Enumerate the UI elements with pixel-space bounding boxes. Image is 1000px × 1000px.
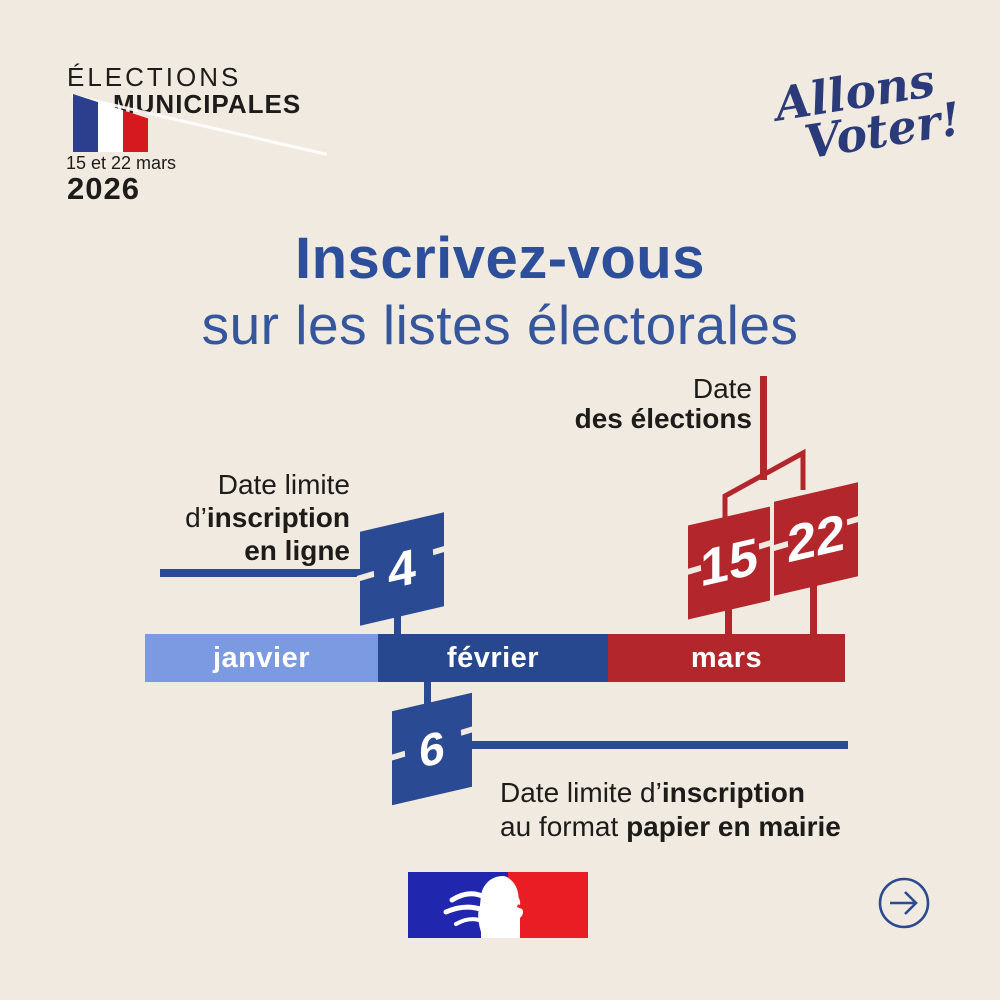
online-deadline-label: Date limite d’inscription en ligne <box>60 468 350 567</box>
month-segment-fevrier: février <box>378 634 608 682</box>
election-dates-label: Date des élections <box>460 374 752 434</box>
month-label-janvier: janvier <box>213 641 310 674</box>
header-election-dates: 15 et 22 mars <box>66 153 177 173</box>
month-segment-janvier: janvier <box>145 634 378 682</box>
month-label-mars: mars <box>690 641 763 674</box>
election-day1-stem <box>725 604 732 638</box>
election-dates-line1: Date <box>692 373 752 404</box>
paper-deadline-label: Date limite d’inscription au format papi… <box>500 776 920 844</box>
election-day1-badge: 15 <box>688 506 770 620</box>
online-deadline-line2-prefix: d’ <box>185 502 207 533</box>
flag-blue-stripe <box>73 94 98 152</box>
paper-deadline-line2-bold: papier en mairie <box>626 811 841 842</box>
online-deadline-stem <box>394 608 401 640</box>
arrow-right-icon <box>878 877 930 929</box>
paper-deadline-connector-line <box>462 741 848 749</box>
election-day2-stem <box>810 578 817 638</box>
allons-voter-logo: Allons Voter! <box>769 53 964 170</box>
online-deadline-connector-line <box>160 569 368 577</box>
paper-deadline-line1-prefix: Date limite d’ <box>500 777 662 808</box>
election-dates-pointer-line <box>760 376 767 480</box>
paper-deadline-day-badge: 6 <box>392 692 472 806</box>
election-dates-line2: des élections <box>574 403 752 434</box>
timeline-month-bar: janvier février mars <box>145 634 845 682</box>
page-subtitle: sur les listes électorales <box>201 294 799 356</box>
online-deadline-line3: en ligne <box>244 535 350 566</box>
header-elections-label: ÉLECTIONS <box>67 62 242 92</box>
month-label-fevrier: février <box>446 641 540 674</box>
next-arrow-button[interactable] <box>877 876 931 930</box>
paper-deadline-line2-prefix: au format <box>500 811 627 842</box>
election-day2: 22 <box>787 503 845 575</box>
online-deadline-day-badge: 4 <box>360 512 444 626</box>
online-deadline-day: 4 <box>388 537 416 601</box>
month-segment-mars: mars <box>608 634 845 682</box>
paper-deadline-day: 6 <box>419 720 445 778</box>
header-election-year: 2026 <box>67 171 140 206</box>
online-deadline-line1: Date limite <box>217 469 350 500</box>
online-deadline-line2-bold: inscription <box>206 502 350 533</box>
paper-deadline-line1-bold: inscription <box>661 777 805 808</box>
paper-deadline-stem <box>424 682 431 706</box>
election-dates-bracket <box>722 448 806 518</box>
header-municipales-label: MUNICIPALES <box>113 89 302 119</box>
page-title: Inscrivez-vous <box>295 226 705 291</box>
election-day1: 15 <box>700 527 758 599</box>
french-government-marianne-logo <box>408 872 588 938</box>
